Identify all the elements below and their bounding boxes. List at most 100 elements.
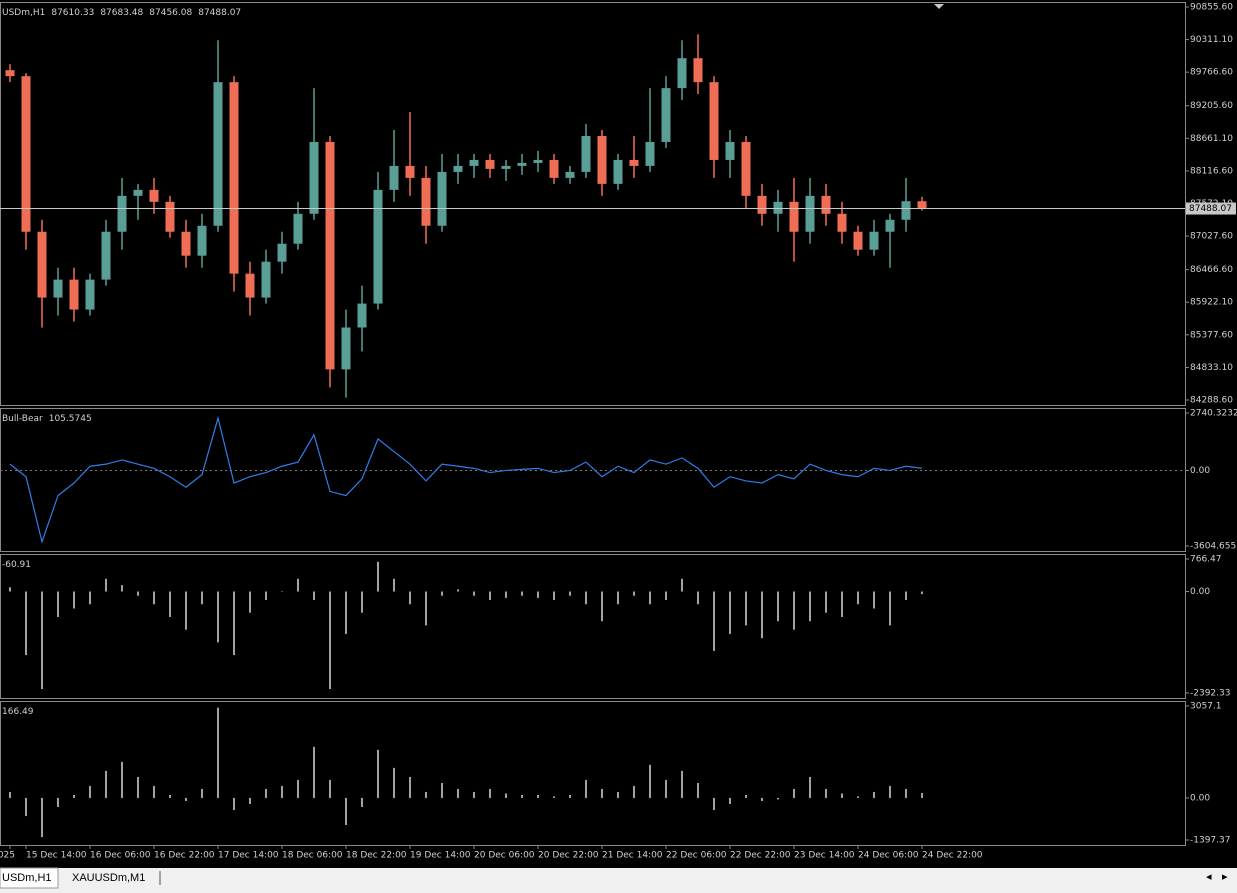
candle-body: [213, 82, 223, 226]
background: [0, 0, 1237, 868]
histogram-bar: [137, 776, 139, 798]
histogram-bar: [329, 779, 331, 798]
histogram-bar: [745, 794, 747, 798]
y-tick-label: 87027.60: [1190, 232, 1233, 242]
candle-body: [645, 141, 655, 166]
histogram-bar: [793, 591, 795, 630]
pane-value: 105.5745: [49, 414, 92, 424]
tab-label[interactable]: USDm,H1: [2, 872, 52, 884]
candle-body: [325, 141, 335, 370]
candle-body: [357, 303, 367, 328]
histogram-bar: [345, 797, 347, 826]
histogram-bar: [553, 796, 555, 798]
tab-scroll-right[interactable]: ▸: [1222, 871, 1228, 883]
histogram-bar: [521, 794, 523, 798]
histogram-bar: [73, 591, 75, 609]
histogram-bar: [361, 797, 363, 807]
candle-body: [309, 141, 319, 214]
candle-body: [277, 243, 287, 262]
candle-body: [389, 165, 399, 190]
candle-body: [517, 162, 527, 166]
pane-value: 87683.48: [100, 8, 143, 18]
candle-body: [117, 195, 127, 232]
histogram-bar: [185, 591, 187, 630]
candle-body: [373, 189, 383, 304]
pane-value: -60.91: [2, 560, 31, 570]
y-tick-label: -3604.6557: [1190, 542, 1237, 552]
histogram-bar: [377, 561, 379, 592]
histogram-bar: [41, 797, 43, 838]
candle-body: [197, 225, 207, 256]
histogram-bar: [681, 770, 683, 798]
histogram-bar: [233, 591, 235, 656]
candle-body: [869, 231, 879, 250]
histogram-bar: [329, 591, 331, 690]
histogram-bar: [617, 591, 619, 605]
histogram-bar: [873, 791, 875, 798]
tab-active[interactable]: [0, 867, 59, 889]
histogram-bar: [857, 796, 859, 798]
pane-frame: [0, 554, 1186, 699]
histogram-bar: [809, 591, 811, 622]
x-tick-label: 24 Dec 06:00: [858, 851, 919, 861]
histogram-bar: [665, 591, 667, 600]
histogram-bar: [89, 591, 91, 605]
histogram-bar: [297, 779, 299, 798]
histogram-bar: [25, 797, 27, 817]
histogram-bar: [73, 794, 75, 798]
y-tick-label: 86466.60: [1190, 265, 1233, 275]
candle-body: [165, 201, 175, 232]
candle-body: [709, 82, 719, 160]
candle-body: [821, 195, 831, 214]
candle-body: [853, 231, 863, 250]
histogram-bar: [457, 788, 459, 798]
histogram-bar: [905, 591, 907, 600]
histogram-bar: [729, 591, 731, 634]
x-tick-label: 17 Dec 14:00: [218, 851, 279, 861]
histogram-bar: [393, 767, 395, 798]
histogram-bar: [633, 591, 635, 596]
histogram-bar: [281, 785, 283, 798]
histogram-bar: [313, 591, 315, 600]
histogram-bar: [457, 589, 459, 592]
histogram-bar: [905, 788, 907, 798]
histogram-bar: [569, 794, 571, 798]
histogram-bar: [553, 591, 555, 600]
histogram-bar: [281, 591, 283, 593]
y-tick-label: 89766.60: [1190, 68, 1233, 78]
x-tick-label: 18 Dec 06:00: [282, 851, 343, 861]
candle-body: [341, 327, 351, 370]
tab-scroll-left[interactable]: ◂: [1206, 871, 1212, 883]
histogram-bar: [841, 793, 843, 798]
histogram-bar: [9, 587, 11, 592]
histogram-bar: [201, 788, 203, 798]
histogram-bar: [697, 782, 699, 798]
x-tick-label: 22 Dec 06:00: [666, 851, 727, 861]
histogram-bar: [569, 591, 571, 596]
candle-body: [101, 231, 111, 280]
tab-label[interactable]: XAUUSDm,M1: [72, 872, 145, 884]
histogram-bar: [649, 591, 651, 605]
x-tick-label: 16 Dec 22:00: [154, 851, 215, 861]
histogram-bar: [41, 591, 43, 690]
candle-body: [629, 159, 639, 166]
candle-body: [837, 213, 847, 232]
tab-bar: [0, 868, 1237, 893]
pane-frame: [0, 701, 1186, 846]
shift-marker: [934, 4, 944, 9]
histogram-bar: [713, 591, 715, 651]
histogram-bar: [105, 770, 107, 798]
candle-body: [133, 189, 143, 196]
y-tick-label: 84833.10: [1190, 363, 1233, 373]
candle-body: [661, 88, 671, 142]
histogram-bar: [57, 591, 59, 617]
histogram-bar: [777, 591, 779, 622]
y-tick-label: 90855.60: [1190, 3, 1233, 13]
histogram-bar: [761, 797, 763, 801]
histogram-bar: [121, 585, 123, 592]
candle-body: [725, 141, 735, 160]
histogram-bar: [201, 591, 203, 605]
histogram-bar: [873, 591, 875, 609]
candle-body: [37, 231, 47, 298]
histogram-bar: [585, 779, 587, 798]
